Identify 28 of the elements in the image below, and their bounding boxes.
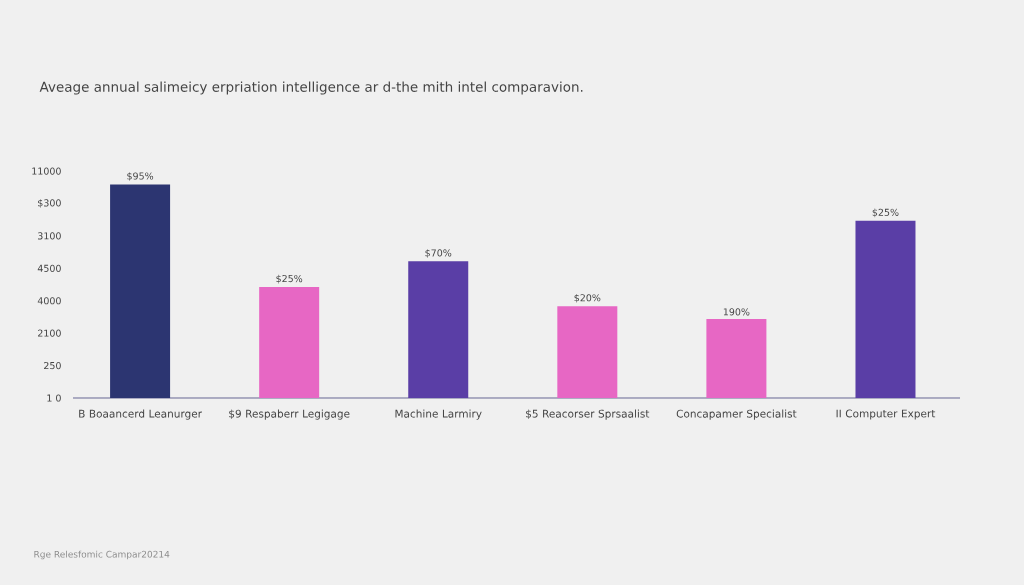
text: 250 <box>44 361 61 370</box>
x-tick-label: II Computer Expert <box>836 409 936 420</box>
x-tick-label: $5 Reacorser Sprsaalist <box>526 409 650 420</box>
text: 1 0 <box>47 394 61 402</box>
text: Rge Relesfomic Campar20214 <box>34 550 170 560</box>
bar <box>408 261 469 398</box>
text: $300 <box>38 199 61 208</box>
bar <box>557 306 618 398</box>
text: 3100 <box>38 232 61 240</box>
annotation: $95% <box>127 172 154 181</box>
bar <box>855 220 916 398</box>
x-tick-label: Concapamer Specialist <box>676 409 797 420</box>
text: 11000 <box>32 167 61 175</box>
chart-title: Aveage annual salimeicy erpriation intelligence ar d-the mith intel comparavion. <box>39 81 583 95</box>
x-tick-label: Machine Larmiry <box>395 409 482 420</box>
x-tick-label: $9 Respaberr Legigage <box>229 409 350 420</box>
annotation: $20% <box>574 294 601 303</box>
bar <box>706 318 767 398</box>
annotation: $25% <box>872 208 899 218</box>
text: 2100 <box>38 329 61 337</box>
bar <box>259 286 320 398</box>
x-tick-label: B Boaancerd Leanurger <box>79 409 203 420</box>
text: 4000 <box>37 297 61 305</box>
bar <box>110 184 171 398</box>
annotation: 190% <box>723 308 750 316</box>
annotation: $25% <box>276 274 303 284</box>
text: 4500 <box>37 264 61 272</box>
annotation: $70% <box>425 249 452 258</box>
